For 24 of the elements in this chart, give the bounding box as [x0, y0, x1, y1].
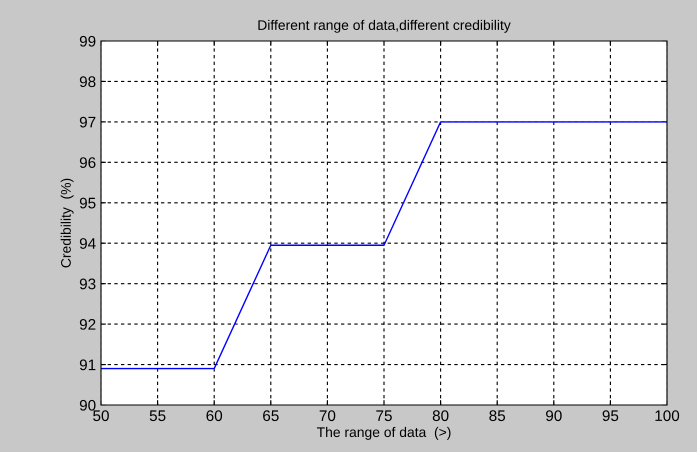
x-tick-label: 60	[206, 410, 222, 422]
y-tick-label: 91	[80, 359, 96, 370]
x-axis-title: The range of data (>)	[316, 426, 451, 440]
y-tick-label: 92	[80, 318, 96, 330]
y-tick-label: 95	[80, 198, 96, 208]
y-tick-label: 94	[80, 238, 96, 249]
x-tick-label: 80	[432, 410, 448, 422]
y-tick-label: 93	[80, 278, 96, 290]
y-tick-label: 97	[80, 116, 96, 128]
x-tick-label: 50	[93, 410, 109, 422]
y-tick-label: 98	[80, 76, 96, 88]
x-tick-label: 70	[320, 410, 336, 422]
x-tick-label: 85	[489, 410, 506, 422]
x-tick-label: 75	[376, 410, 392, 422]
y-tick-label: 90	[80, 400, 96, 411]
x-tick-label: 90	[546, 410, 562, 422]
y-tick-label: 96	[80, 157, 96, 168]
y-axis-title: Credibility (%)	[60, 178, 74, 268]
y-tick-label: 99	[80, 36, 96, 47]
x-tick-label: 65	[263, 410, 279, 422]
x-tick-label: 95	[602, 410, 618, 422]
chart-title: Different range of data,different credibility	[258, 20, 511, 33]
x-tick-label: 100	[655, 410, 680, 422]
x-tick-label: 55	[150, 410, 166, 422]
